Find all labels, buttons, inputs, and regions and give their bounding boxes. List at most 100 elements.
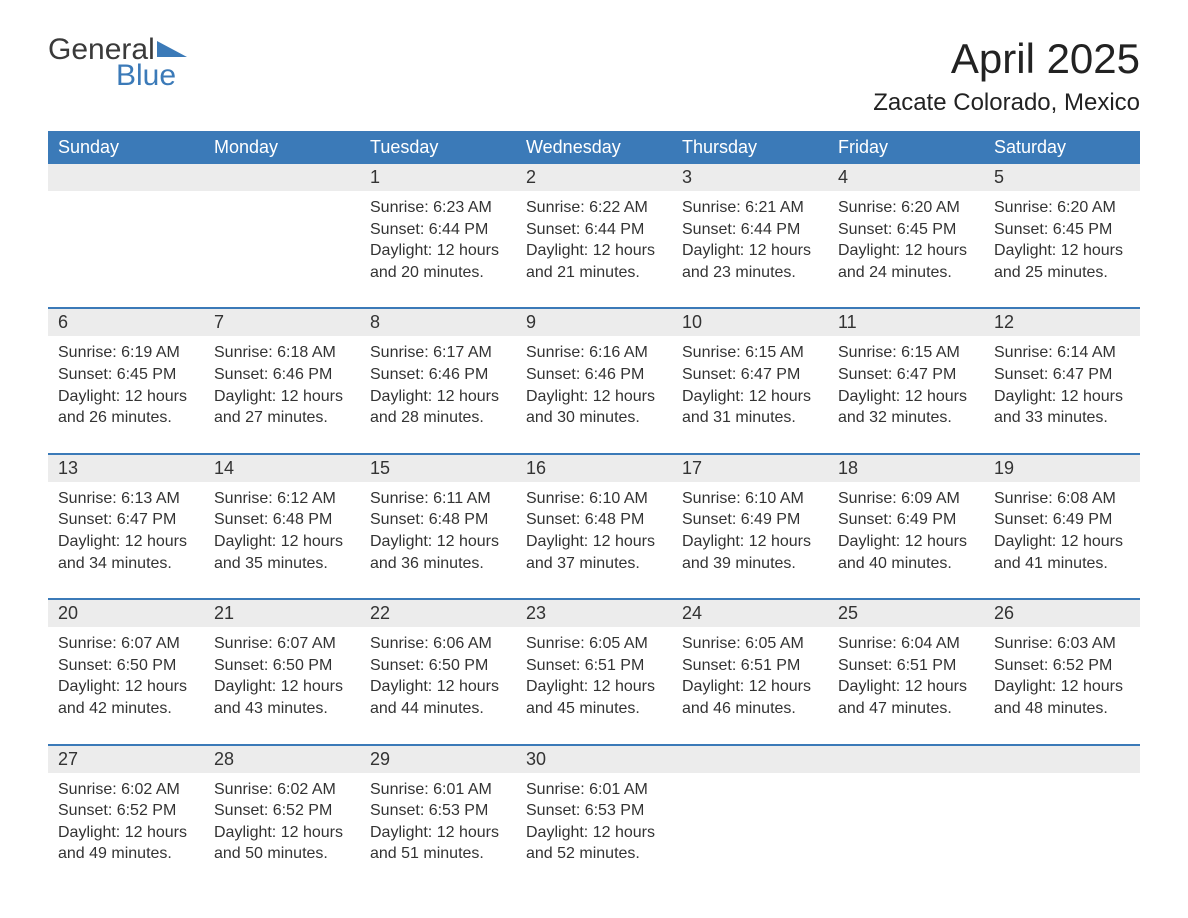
day-dl1: Daylight: 12 hours xyxy=(370,531,506,553)
day-number-cell: 21 xyxy=(204,599,360,627)
day-sr: Sunrise: 6:02 AM xyxy=(58,779,194,801)
day-detail-row: Sunrise: 6:23 AMSunset: 6:44 PMDaylight:… xyxy=(48,191,1140,308)
day-dl2: and 30 minutes. xyxy=(526,407,662,429)
weekday-header: Sunday xyxy=(48,131,204,164)
day-ss: Sunset: 6:53 PM xyxy=(370,800,506,822)
day-sr: Sunrise: 6:15 AM xyxy=(838,342,974,364)
day-dl1: Daylight: 12 hours xyxy=(58,531,194,553)
day-dl2: and 33 minutes. xyxy=(994,407,1130,429)
day-sr: Sunrise: 6:14 AM xyxy=(994,342,1130,364)
day-number-cell: 30 xyxy=(516,745,672,773)
day-detail-cell: Sunrise: 6:11 AMSunset: 6:48 PMDaylight:… xyxy=(360,482,516,599)
day-number-cell: 25 xyxy=(828,599,984,627)
day-sr: Sunrise: 6:13 AM xyxy=(58,488,194,510)
day-dl2: and 37 minutes. xyxy=(526,553,662,575)
day-dl1: Daylight: 12 hours xyxy=(214,676,350,698)
day-detail-cell: Sunrise: 6:20 AMSunset: 6:45 PMDaylight:… xyxy=(984,191,1140,308)
day-dl1: Daylight: 12 hours xyxy=(58,822,194,844)
day-number-cell: 16 xyxy=(516,454,672,482)
day-detail-cell: Sunrise: 6:15 AMSunset: 6:47 PMDaylight:… xyxy=(828,336,984,453)
day-detail-cell: Sunrise: 6:07 AMSunset: 6:50 PMDaylight:… xyxy=(48,627,204,744)
header: General Blue April 2025 Zacate Colorado,… xyxy=(48,35,1140,117)
day-detail-cell: Sunrise: 6:01 AMSunset: 6:53 PMDaylight:… xyxy=(516,773,672,889)
day-sr: Sunrise: 6:07 AM xyxy=(214,633,350,655)
day-sr: Sunrise: 6:20 AM xyxy=(994,197,1130,219)
day-number-cell xyxy=(48,164,204,191)
day-ss: Sunset: 6:52 PM xyxy=(58,800,194,822)
day-detail-row: Sunrise: 6:13 AMSunset: 6:47 PMDaylight:… xyxy=(48,482,1140,599)
day-dl2: and 39 minutes. xyxy=(682,553,818,575)
logo: General Blue xyxy=(48,35,187,91)
day-ss: Sunset: 6:45 PM xyxy=(994,219,1130,241)
day-number-row: 27282930 xyxy=(48,745,1140,773)
day-detail-cell xyxy=(204,191,360,308)
day-dl2: and 41 minutes. xyxy=(994,553,1130,575)
day-ss: Sunset: 6:48 PM xyxy=(526,509,662,531)
day-detail-cell: Sunrise: 6:02 AMSunset: 6:52 PMDaylight:… xyxy=(48,773,204,889)
day-detail-cell: Sunrise: 6:22 AMSunset: 6:44 PMDaylight:… xyxy=(516,191,672,308)
day-dl1: Daylight: 12 hours xyxy=(526,531,662,553)
day-dl2: and 26 minutes. xyxy=(58,407,194,429)
day-sr: Sunrise: 6:04 AM xyxy=(838,633,974,655)
weekday-header: Monday xyxy=(204,131,360,164)
day-dl2: and 25 minutes. xyxy=(994,262,1130,284)
day-number-cell: 12 xyxy=(984,308,1140,336)
day-detail-cell: Sunrise: 6:19 AMSunset: 6:45 PMDaylight:… xyxy=(48,336,204,453)
day-number-cell: 3 xyxy=(672,164,828,191)
day-detail-cell: Sunrise: 6:10 AMSunset: 6:49 PMDaylight:… xyxy=(672,482,828,599)
day-detail-cell xyxy=(828,773,984,889)
day-detail-cell: Sunrise: 6:16 AMSunset: 6:46 PMDaylight:… xyxy=(516,336,672,453)
day-detail-cell: Sunrise: 6:01 AMSunset: 6:53 PMDaylight:… xyxy=(360,773,516,889)
day-ss: Sunset: 6:48 PM xyxy=(214,509,350,531)
day-ss: Sunset: 6:52 PM xyxy=(994,655,1130,677)
day-detail-cell: Sunrise: 6:21 AMSunset: 6:44 PMDaylight:… xyxy=(672,191,828,308)
weekday-header: Tuesday xyxy=(360,131,516,164)
day-detail-cell: Sunrise: 6:05 AMSunset: 6:51 PMDaylight:… xyxy=(516,627,672,744)
day-dl2: and 52 minutes. xyxy=(526,843,662,865)
day-dl1: Daylight: 12 hours xyxy=(58,386,194,408)
day-ss: Sunset: 6:50 PM xyxy=(214,655,350,677)
day-number-row: 20212223242526 xyxy=(48,599,1140,627)
day-sr: Sunrise: 6:22 AM xyxy=(526,197,662,219)
day-number-cell: 23 xyxy=(516,599,672,627)
day-number-cell: 10 xyxy=(672,308,828,336)
day-dl2: and 45 minutes. xyxy=(526,698,662,720)
day-sr: Sunrise: 6:07 AM xyxy=(58,633,194,655)
day-dl1: Daylight: 12 hours xyxy=(838,531,974,553)
day-dl1: Daylight: 12 hours xyxy=(838,240,974,262)
day-number-row: 6789101112 xyxy=(48,308,1140,336)
weekday-header: Friday xyxy=(828,131,984,164)
day-number-cell: 24 xyxy=(672,599,828,627)
day-dl1: Daylight: 12 hours xyxy=(838,386,974,408)
day-ss: Sunset: 6:50 PM xyxy=(58,655,194,677)
day-dl2: and 23 minutes. xyxy=(682,262,818,284)
day-dl2: and 27 minutes. xyxy=(214,407,350,429)
day-ss: Sunset: 6:48 PM xyxy=(370,509,506,531)
day-dl2: and 47 minutes. xyxy=(838,698,974,720)
day-detail-cell: Sunrise: 6:15 AMSunset: 6:47 PMDaylight:… xyxy=(672,336,828,453)
day-ss: Sunset: 6:49 PM xyxy=(838,509,974,531)
day-sr: Sunrise: 6:01 AM xyxy=(526,779,662,801)
day-detail-cell: Sunrise: 6:05 AMSunset: 6:51 PMDaylight:… xyxy=(672,627,828,744)
day-detail-cell: Sunrise: 6:23 AMSunset: 6:44 PMDaylight:… xyxy=(360,191,516,308)
title-block: April 2025 Zacate Colorado, Mexico xyxy=(873,35,1140,117)
day-dl2: and 40 minutes. xyxy=(838,553,974,575)
day-ss: Sunset: 6:44 PM xyxy=(682,219,818,241)
day-dl2: and 34 minutes. xyxy=(58,553,194,575)
day-sr: Sunrise: 6:02 AM xyxy=(214,779,350,801)
weekday-header: Thursday xyxy=(672,131,828,164)
day-dl1: Daylight: 12 hours xyxy=(682,386,818,408)
day-ss: Sunset: 6:45 PM xyxy=(58,364,194,386)
day-detail-row: Sunrise: 6:19 AMSunset: 6:45 PMDaylight:… xyxy=(48,336,1140,453)
day-detail-cell: Sunrise: 6:06 AMSunset: 6:50 PMDaylight:… xyxy=(360,627,516,744)
day-dl2: and 28 minutes. xyxy=(370,407,506,429)
day-detail-cell: Sunrise: 6:08 AMSunset: 6:49 PMDaylight:… xyxy=(984,482,1140,599)
day-dl1: Daylight: 12 hours xyxy=(526,240,662,262)
day-number-cell: 15 xyxy=(360,454,516,482)
day-ss: Sunset: 6:46 PM xyxy=(214,364,350,386)
day-sr: Sunrise: 6:12 AM xyxy=(214,488,350,510)
day-number-cell: 6 xyxy=(48,308,204,336)
day-dl2: and 32 minutes. xyxy=(838,407,974,429)
day-ss: Sunset: 6:51 PM xyxy=(526,655,662,677)
day-ss: Sunset: 6:47 PM xyxy=(58,509,194,531)
